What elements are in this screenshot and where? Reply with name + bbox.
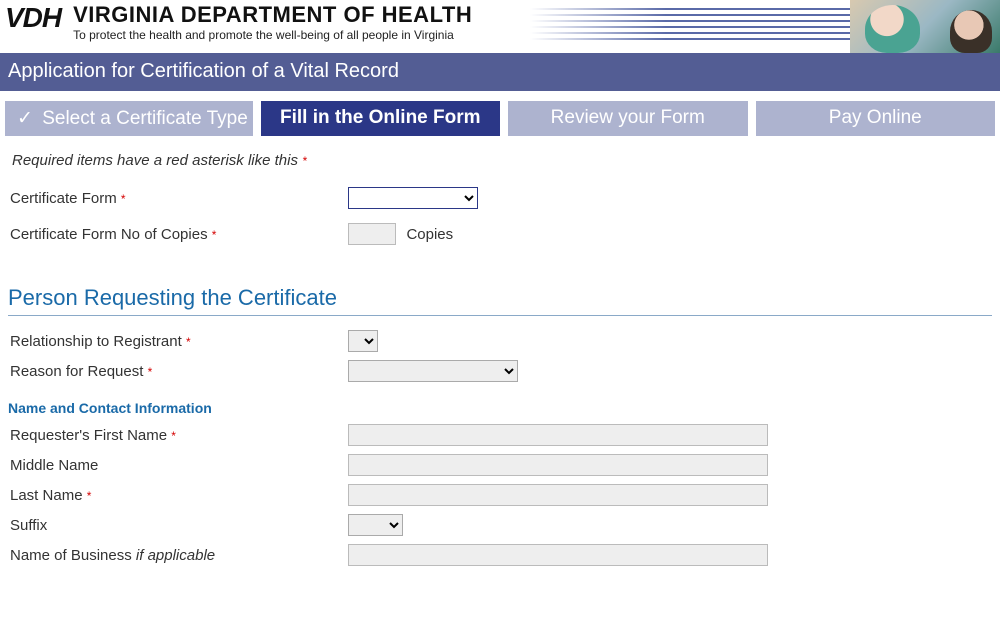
vdh-logo-text: VDH	[5, 4, 61, 32]
input-business[interactable]	[348, 544, 768, 566]
header-photo	[850, 0, 1000, 53]
asterisk-icon: *	[148, 365, 153, 379]
label-relationship: Relationship to Registrant *	[8, 333, 348, 350]
label-text: Requester's First Name	[10, 427, 167, 444]
label-text: Reason for Request	[10, 363, 143, 380]
subsection-name-contact: Name and Contact Information	[8, 400, 992, 416]
label-last-name: Last Name *	[8, 487, 348, 504]
step-pay-online[interactable]: Pay Online	[756, 101, 996, 136]
asterisk-icon: *	[171, 429, 176, 443]
label-middle-name: Middle Name	[8, 457, 348, 474]
checkmark-icon: ✓	[17, 107, 33, 130]
row-suffix: Suffix	[8, 514, 992, 536]
select-relationship[interactable]	[348, 330, 378, 352]
required-note-text: Required items have a red asterisk like …	[12, 152, 298, 169]
header-stripes-decoration	[530, 8, 870, 44]
form-content: Required items have a red asterisk like …	[0, 142, 1000, 594]
label-text: Certificate Form	[10, 190, 117, 207]
header-title-block: VIRGINIA DEPARTMENT OF HEALTH To protect…	[73, 4, 472, 42]
label-certificate-form: Certificate Form *	[8, 190, 348, 207]
select-suffix[interactable]	[348, 514, 403, 536]
label-text: Last Name	[10, 487, 83, 504]
asterisk-icon: *	[302, 154, 307, 168]
label-business-suffix: if applicable	[136, 547, 215, 564]
header-subtitle: To protect the health and promote the we…	[73, 28, 472, 42]
row-relationship: Relationship to Registrant *	[8, 330, 992, 352]
logo-block: VDH VIRGINIA DEPARTMENT OF HEALTH To pro…	[0, 0, 472, 42]
label-copies: Certificate Form No of Copies *	[8, 226, 348, 243]
step-label: Pay Online	[829, 107, 922, 128]
row-certificate-form: Certificate Form *	[8, 187, 992, 209]
asterisk-icon: *	[212, 228, 217, 242]
required-note: Required items have a red asterisk like …	[12, 152, 992, 169]
step-label: Fill in the Online Form	[280, 107, 481, 128]
step-fill-form[interactable]: Fill in the Online Form	[261, 101, 501, 136]
row-business: Name of Business if applicable	[8, 544, 992, 566]
input-copies[interactable]	[348, 223, 396, 245]
row-reason: Reason for Request *	[8, 360, 992, 382]
row-copies: Certificate Form No of Copies * Copies	[8, 223, 992, 245]
section-title-requester: Person Requesting the Certificate	[8, 285, 992, 311]
row-first-name: Requester's First Name *	[8, 424, 992, 446]
asterisk-icon: *	[186, 335, 191, 349]
select-reason[interactable]	[348, 360, 518, 382]
step-label: Review your Form	[551, 107, 705, 128]
header-title: VIRGINIA DEPARTMENT OF HEALTH	[73, 4, 472, 26]
label-text: Certificate Form No of Copies	[10, 226, 208, 243]
site-header: VDH VIRGINIA DEPARTMENT OF HEALTH To pro…	[0, 0, 1000, 53]
step-label: Select a Certificate Type	[42, 108, 248, 129]
section-rule	[8, 315, 992, 316]
row-last-name: Last Name *	[8, 484, 992, 506]
step-review-form[interactable]: Review your Form	[508, 101, 748, 136]
step-select-certificate[interactable]: ✓ Select a Certificate Type	[5, 101, 253, 136]
row-middle-name: Middle Name	[8, 454, 992, 476]
input-middle-name[interactable]	[348, 454, 768, 476]
input-first-name[interactable]	[348, 424, 768, 446]
label-reason: Reason for Request *	[8, 363, 348, 380]
page-title-bar: Application for Certification of a Vital…	[0, 53, 1000, 91]
step-nav: ✓ Select a Certificate Type Fill in the …	[0, 91, 1000, 142]
select-certificate-form[interactable]	[348, 187, 478, 209]
label-suffix: Suffix	[8, 517, 348, 534]
copies-suffix: Copies	[406, 226, 453, 243]
page-title: Application for Certification of a Vital…	[8, 60, 399, 82]
asterisk-icon: *	[121, 192, 126, 206]
asterisk-icon: *	[87, 489, 92, 503]
input-last-name[interactable]	[348, 484, 768, 506]
label-text: Relationship to Registrant	[10, 333, 182, 350]
label-first-name: Requester's First Name *	[8, 427, 348, 444]
label-business: Name of Business if applicable	[8, 547, 348, 564]
label-text: Name of Business	[10, 547, 132, 564]
